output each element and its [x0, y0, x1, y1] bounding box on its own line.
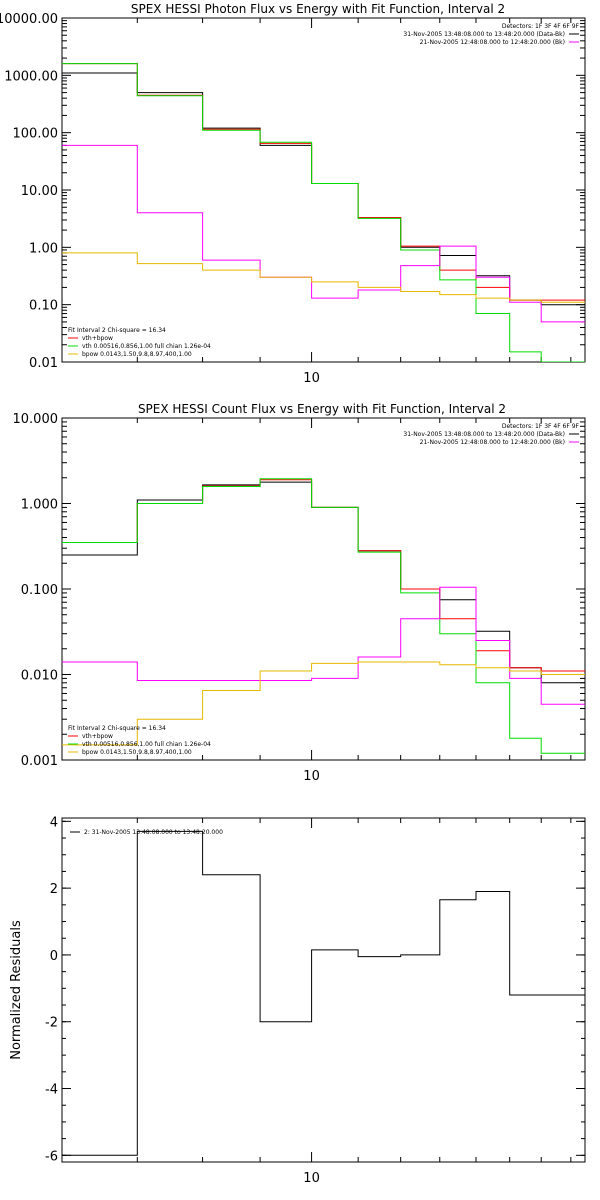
- series-vth-line: [62, 63, 585, 362]
- y-tick-label: 4: [50, 815, 58, 830]
- series-magenta-line: [62, 144, 585, 323]
- series-data-line: [62, 72, 585, 306]
- legend-entry-label: 21-Nov-2005 12:48:08.000 to 12:48:20.000…: [420, 39, 565, 46]
- legend-entry-label: vth 0.00516,0.856,1.00 full chian 1.26e-…: [82, 343, 211, 350]
- series-residuals-line: [62, 830, 585, 1156]
- series-total-line: [62, 63, 585, 301]
- chart-title: SPEX HESSI Photon Flux vs Energy with Fi…: [131, 2, 505, 16]
- series-bpow-line: [62, 661, 585, 746]
- plot-frame: [61, 417, 586, 761]
- y-tick-label: -4: [45, 1083, 58, 1098]
- legend-entry-label: 2: 31-Nov-2005 13:48:08.000 to 13:48:20.…: [84, 829, 223, 836]
- y-tick-label: 10000.00: [0, 12, 58, 27]
- legend-entry-label: vth+bpow: [82, 733, 113, 740]
- legend-entry-label: bpow 0.0143,1.50,9.8,8.97,400,1.00: [82, 351, 192, 358]
- series-magenta-line: [62, 586, 585, 705]
- legend-entry-label: vth 0.00516,0.856,1.00 full chian 1.26e-…: [82, 741, 211, 748]
- series-bpow-line: [62, 252, 585, 303]
- residuals-panel: Normalized Residuals 4 2 0 -2 -4 -6 10 2: 31-No…: [9, 815, 586, 1186]
- plot-frame: [61, 17, 586, 363]
- legend-entry-label: vth+bpow: [82, 335, 113, 342]
- y-tick-label: 0: [50, 949, 58, 964]
- y-tick-label: 0.010: [21, 669, 58, 684]
- legend-entry-label: bpow 0.0143,1.50,9.8,8.97,400,1.00: [82, 749, 192, 756]
- y-tick-label: 10.00: [21, 184, 58, 199]
- y-tick-label: 100.00: [13, 127, 59, 142]
- x-tick-label: 10: [303, 1171, 320, 1186]
- legend-header: Fit Interval 2 Chi-square = 16.34: [68, 725, 166, 732]
- y-tick-label: 0.01: [29, 356, 58, 371]
- legend-header: Detectors: 1F 3F 4F 6F 9F: [502, 23, 580, 30]
- y-tick-label: 1.00: [29, 241, 58, 256]
- chart-title: SPEX HESSI Count Flux vs Energy with Fit…: [138, 402, 506, 416]
- y-tick-label: 1.000: [21, 498, 58, 513]
- legend-entry-label: 31-Nov-2005 13:48:08.000 to 13:48:20.000…: [403, 31, 565, 38]
- y-tick-label: -2: [45, 1016, 58, 1031]
- legend-header: Detectors: 1F 3F 4F 6F 9F: [502, 423, 580, 430]
- x-tick-label: 10: [303, 371, 320, 386]
- legend-header: Fit Interval 2 Chi-square = 16.34: [68, 327, 166, 334]
- y-tick-label: 0.001: [21, 754, 58, 769]
- legend-entry-label: 31-Nov-2005 13:48:08.000 to 13:48:20.000…: [403, 431, 565, 438]
- y-tick-label: -6: [45, 1149, 58, 1164]
- y-tick-label: 0.100: [21, 583, 58, 598]
- series-vth-line: [62, 478, 585, 754]
- photon-flux-panel: SPEX HESSI Photon Flux vs Energy with Fi…: [0, 2, 586, 386]
- legend-entry-label: 21-Nov-2005 12:48:08.000 to 12:48:20.000…: [420, 439, 565, 446]
- y-tick-label: 0.10: [29, 299, 58, 314]
- series-data-line: [62, 481, 585, 684]
- x-tick-label: 10: [303, 769, 320, 784]
- y-tick-label: 2: [50, 882, 58, 897]
- series-total-line: [62, 479, 585, 672]
- y-tick-label: 10.000: [13, 412, 59, 427]
- plot-frame: [61, 817, 586, 1163]
- count-flux-panel: SPEX HESSI Count Flux vs Energy with Fit…: [13, 402, 586, 784]
- y-tick-label: 1000.00: [4, 69, 58, 84]
- y-axis-label: Normalized Residuals: [9, 920, 24, 1060]
